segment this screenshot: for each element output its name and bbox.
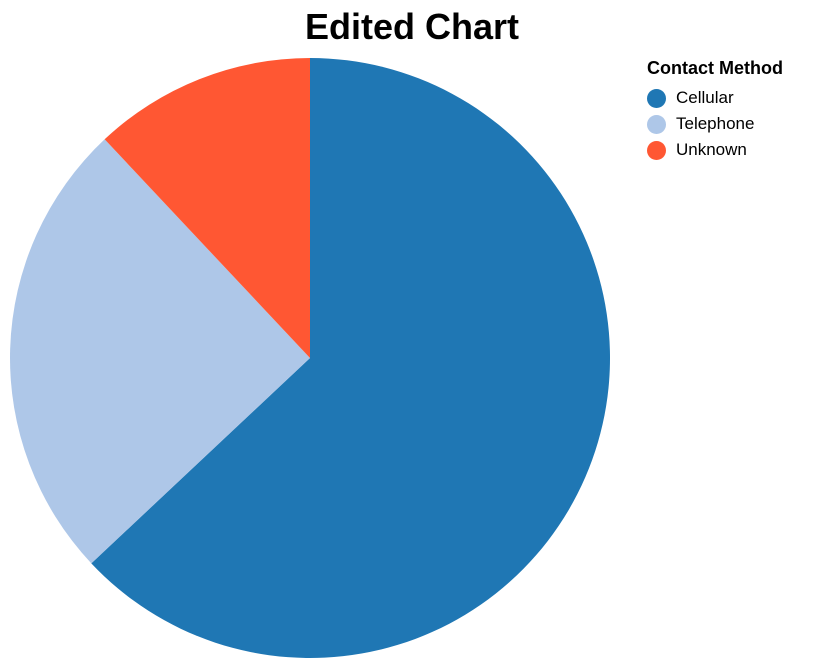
legend-item-telephone: Telephone [647,111,822,137]
legend-label-cellular: Cellular [676,88,734,107]
legend-label-unknown: Unknown [676,140,747,159]
legend-swatch-unknown [647,140,666,160]
legend-swatch-telephone [647,114,666,134]
legend-label-telephone: Telephone [676,114,755,133]
pie-slice-cellular [91,58,611,658]
legend-item-unknown: Unknown [647,137,822,163]
legend-swatch-cellular [647,88,666,108]
legend-title: Contact Method [647,58,783,78]
pie-slice-telephone [10,139,311,564]
legend-item-cellular: Cellular [647,85,822,111]
pie-slices [10,58,611,658]
chart-title: Edited Chart [304,6,519,47]
legend: Contact Method Cellular Telephone Unknow… [647,58,822,163]
pie-slice-unknown [104,58,310,358]
